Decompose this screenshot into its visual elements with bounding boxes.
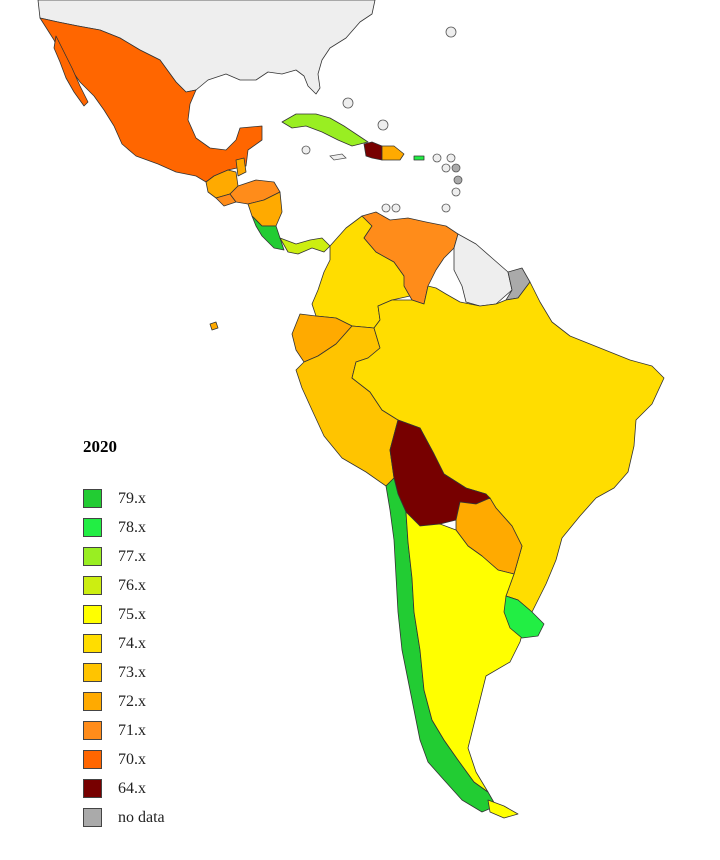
region-guyana-suriname [453, 233, 513, 307]
legend-swatch [83, 576, 102, 595]
island-marker [446, 153, 456, 163]
legend-label: 64.x [118, 779, 146, 797]
region-haiti [363, 141, 383, 161]
legend-label: 74.x [118, 634, 146, 652]
island-marker [381, 203, 391, 213]
island-marker [342, 97, 354, 109]
region-belize [235, 157, 247, 177]
region-costa-rica [251, 215, 285, 251]
legend-label: 78.x [118, 518, 146, 536]
region-jamaica [329, 153, 347, 161]
legend-label: 71.x [118, 721, 146, 739]
region-mexico [39, 17, 263, 183]
legend-item: no data [83, 803, 223, 832]
region-venezuela [361, 211, 459, 305]
legend-item: 64.x [83, 774, 223, 803]
legend-label: 73.x [118, 663, 146, 681]
legend-swatch [83, 547, 102, 566]
legend-label: 75.x [118, 605, 146, 623]
map-legend: 2020 79.x 78.x 77.x 76.x 75.x 74.x 73.x 72.x 71.… [83, 436, 223, 832]
island-marker [445, 26, 457, 38]
legend-item: 73.x [83, 658, 223, 687]
island-marker [451, 163, 461, 173]
legend-title: 2020 [83, 437, 117, 456]
legend-label: 79.x [118, 489, 146, 507]
region-tierra-del-fuego [487, 799, 519, 819]
region-baja [53, 35, 89, 107]
island-marker [301, 145, 311, 155]
region-cuba [281, 113, 369, 147]
legend-swatch [83, 750, 102, 769]
region-argentina [405, 511, 527, 793]
legend-swatch [83, 721, 102, 740]
island-marker [377, 119, 389, 131]
legend-item: 70.x [83, 745, 223, 774]
legend-item: 79.x [83, 484, 223, 513]
legend-label: 70.x [118, 750, 146, 768]
legend-item: 74.x [83, 629, 223, 658]
island-marker [441, 163, 451, 173]
legend-swatch [83, 518, 102, 537]
legend-label: 77.x [118, 547, 146, 565]
region-dominican-republic [381, 145, 405, 161]
island-marker [391, 203, 401, 213]
legend-item: 77.x [83, 542, 223, 571]
legend-item: 75.x [83, 600, 223, 629]
island-markers [301, 26, 463, 213]
legend-label: no data [118, 808, 165, 826]
island-marker [432, 153, 442, 163]
region-panama [279, 237, 331, 255]
legend-item: 76.x [83, 571, 223, 600]
island-marker [451, 187, 461, 197]
legend-item: 72.x [83, 687, 223, 716]
legend-label: 72.x [118, 692, 146, 710]
legend-items: 79.x 78.x 77.x 76.x 75.x 74.x 73.x 72.x 71.x 70.x… [83, 484, 223, 832]
legend-swatch [83, 605, 102, 624]
legend-swatch [83, 489, 102, 508]
legend-swatch [83, 663, 102, 682]
legend-label: 76.x [118, 576, 146, 594]
legend-item: 71.x [83, 716, 223, 745]
island-marker [441, 203, 451, 213]
region-galapagos [209, 321, 219, 331]
legend-swatch [83, 634, 102, 653]
legend-swatch [83, 808, 102, 827]
legend-swatch [83, 779, 102, 798]
legend-swatch [83, 692, 102, 711]
legend-item: 78.x [83, 513, 223, 542]
region-puerto-rico [413, 155, 425, 161]
island-marker [453, 175, 463, 185]
region-uruguay [503, 595, 545, 639]
